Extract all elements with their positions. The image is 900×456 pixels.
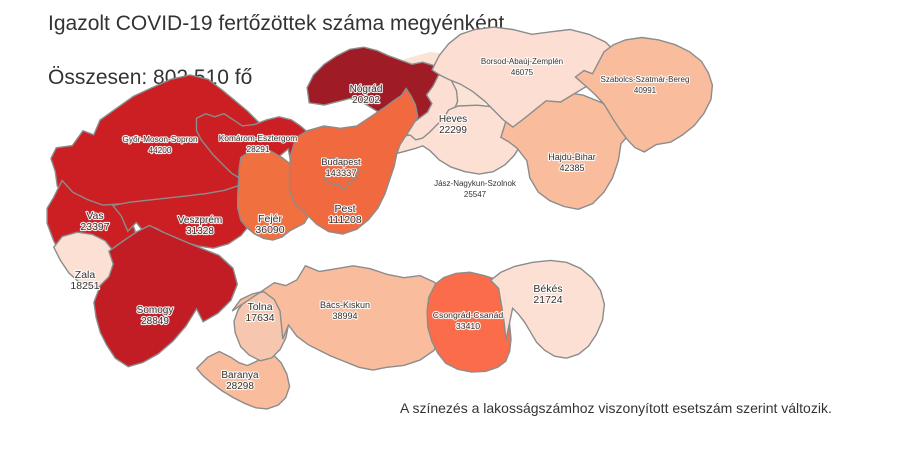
svg-text:40991: 40991: [634, 86, 657, 95]
svg-text:Somogy: Somogy: [137, 305, 174, 316]
svg-text:46075: 46075: [511, 68, 534, 77]
svg-text:22299: 22299: [439, 125, 467, 136]
svg-text:Baranya: Baranya: [221, 370, 259, 381]
svg-text:28849: 28849: [141, 316, 169, 327]
svg-text:20202: 20202: [352, 95, 380, 106]
svg-text:Szabolcs-Szatmár-Bereg: Szabolcs-Szatmár-Bereg: [601, 75, 690, 84]
svg-text:38994: 38994: [332, 311, 357, 321]
svg-text:42385: 42385: [559, 163, 584, 173]
svg-text:111208: 111208: [328, 214, 362, 226]
svg-text:Hajdú-Bihar: Hajdú-Bihar: [548, 152, 596, 162]
svg-text:21724: 21724: [533, 294, 562, 306]
svg-text:23397: 23397: [80, 221, 109, 233]
svg-text:Jász-Nagykun-Szolnok: Jász-Nagykun-Szolnok: [434, 179, 517, 188]
svg-text:Győr-Moson-Sopron: Győr-Moson-Sopron: [122, 134, 198, 144]
svg-text:28291: 28291: [246, 144, 269, 154]
svg-text:143337: 143337: [325, 168, 356, 178]
svg-text:33410: 33410: [456, 321, 480, 331]
svg-text:Csongrád-Csanád: Csongrád-Csanád: [433, 310, 504, 320]
svg-text:28298: 28298: [226, 381, 254, 392]
svg-text:Bács-Kiskun: Bács-Kiskun: [320, 300, 370, 310]
svg-text:Heves: Heves: [439, 114, 467, 125]
svg-text:Nógrád: Nógrád: [350, 84, 383, 95]
svg-text:Veszprém: Veszprém: [178, 215, 222, 226]
svg-text:Budapest: Budapest: [321, 157, 361, 167]
svg-text:25547: 25547: [464, 190, 487, 199]
svg-text:Borsod-Abaúj-Zemplén: Borsod-Abaúj-Zemplén: [481, 57, 563, 66]
svg-text:36090: 36090: [255, 224, 284, 236]
svg-text:Komárom-Esztergom: Komárom-Esztergom: [219, 133, 297, 143]
svg-text:31328: 31328: [186, 226, 214, 237]
svg-text:44200: 44200: [148, 145, 171, 155]
svg-text:17634: 17634: [245, 312, 274, 324]
svg-text:18251: 18251: [70, 280, 99, 292]
